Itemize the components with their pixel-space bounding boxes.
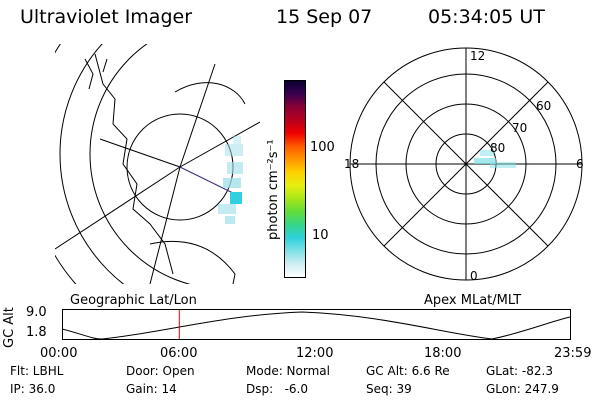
meridian-line (179, 63, 216, 168)
polar-plot: 12 0 18 6 60 70 80 (344, 47, 584, 283)
time-label: 05:34:05 UT (428, 6, 545, 28)
meridian-line (55, 166, 181, 250)
mlt-label-6: 6 (576, 157, 584, 171)
aurora-emission (218, 136, 243, 224)
coastline (149, 240, 236, 284)
filter-info: Flt: LBHL (10, 364, 64, 378)
meridian-line (179, 121, 260, 168)
lat-circle (59, 44, 125, 284)
mlt-label-0: 0 (470, 269, 478, 283)
lat-label-80: 80 (490, 141, 505, 155)
mlt-label-18: 18 (344, 157, 359, 171)
meridian-line (99, 138, 181, 168)
alt-tick-low: 1.8 (26, 325, 47, 340)
glon-info: GLon: 247.9 (486, 382, 559, 396)
door-info: Door: Open (126, 364, 195, 378)
polar-aurora (474, 150, 516, 168)
coastline (84, 58, 108, 90)
seq-info: Seq: 39 (366, 382, 412, 396)
alt-tick-high: 9.0 (26, 305, 47, 320)
colorbar-unit-label: photon cm⁻²s⁻¹ (266, 139, 281, 240)
lat-label-70: 70 (512, 121, 527, 135)
coastline (174, 82, 246, 105)
time-tick-0600: 06:00 (160, 346, 198, 361)
time-tick-2359: 23:59 (554, 346, 592, 361)
colorbar-tick-100: 100 (310, 140, 335, 155)
glat-info: GLat: -82.3 (486, 364, 553, 378)
mlt-label-12: 12 (470, 49, 485, 63)
lat-circle (89, 44, 260, 284)
time-tick-1800: 18:00 (424, 346, 462, 361)
date-label: 15 Sep 07 (276, 6, 373, 28)
geographic-label: Geographic Lat/Lon (70, 293, 197, 308)
meridian-line (149, 166, 181, 284)
gain-info: Gain: 14 (126, 382, 177, 396)
coastline (94, 53, 174, 275)
dsp-info: Dsp: -6.0 (246, 382, 309, 396)
apex-label: Apex MLat/MLT (424, 293, 522, 308)
colorbar (284, 80, 306, 278)
altitude-plot (62, 309, 571, 340)
ip-info: IP: 36.0 (10, 382, 56, 396)
time-tick-0000: 00:00 (40, 346, 78, 361)
instrument-title: Ultraviolet Imager (20, 6, 193, 28)
lat-label-60: 60 (536, 99, 551, 113)
alt-axis-label: GC Alt (2, 307, 17, 348)
altitude-plot-frame (62, 309, 571, 340)
time-tick-1200: 12:00 (296, 346, 334, 361)
terminator-line (179, 166, 236, 195)
colorbar-tick-10: 10 (312, 228, 329, 243)
gc-alt-info: GC Alt: 6.6 Re (366, 364, 450, 378)
polar-diagonal (383, 81, 549, 247)
mode-info: Mode: Normal (246, 364, 330, 378)
geographic-map (55, 44, 260, 284)
altitude-curve (62, 311, 571, 340)
